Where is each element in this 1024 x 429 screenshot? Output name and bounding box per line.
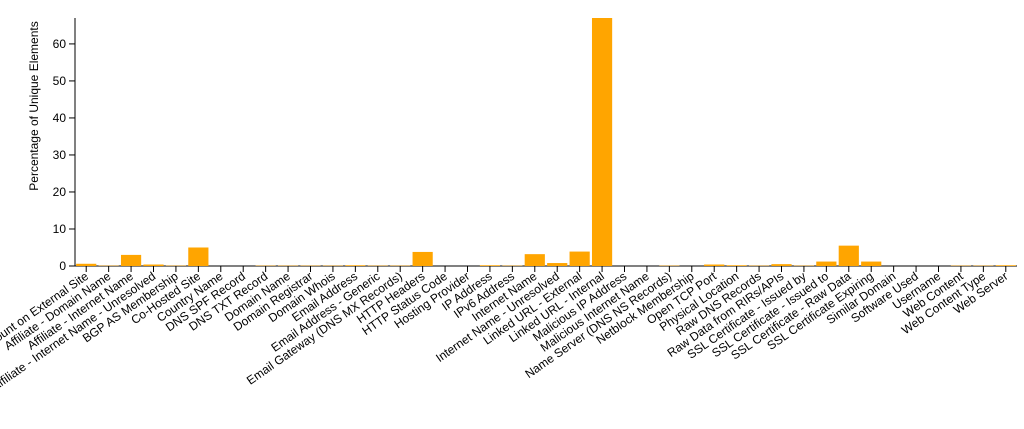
bar bbox=[727, 265, 747, 266]
bar bbox=[547, 263, 567, 266]
bar bbox=[996, 265, 1016, 266]
bar bbox=[76, 264, 96, 266]
bar bbox=[771, 264, 791, 266]
y-tick-label: 40 bbox=[53, 111, 67, 125]
bar bbox=[592, 18, 612, 266]
bar bbox=[839, 246, 859, 266]
bar bbox=[143, 265, 163, 266]
bars bbox=[76, 18, 1016, 266]
y-axis-label: Percentage of Unique Elements bbox=[27, 21, 41, 190]
y-tick-label: 0 bbox=[59, 259, 66, 273]
bar bbox=[188, 247, 208, 266]
bar bbox=[480, 265, 500, 266]
bar bbox=[525, 254, 545, 266]
bar bbox=[121, 255, 141, 266]
bar bbox=[861, 262, 881, 266]
bar bbox=[570, 252, 590, 266]
y-tick-label: 60 bbox=[53, 37, 67, 51]
bar bbox=[413, 252, 433, 266]
y-axis: 0 10 20 30 40 50 60 bbox=[53, 18, 75, 273]
bar bbox=[345, 265, 365, 266]
y-tick-label: 50 bbox=[53, 74, 67, 88]
y-tick-label: 20 bbox=[53, 185, 67, 199]
y-tick-label: 10 bbox=[53, 222, 67, 236]
bar bbox=[816, 262, 836, 266]
bar bbox=[704, 265, 724, 266]
y-tick-label: 30 bbox=[53, 148, 67, 162]
